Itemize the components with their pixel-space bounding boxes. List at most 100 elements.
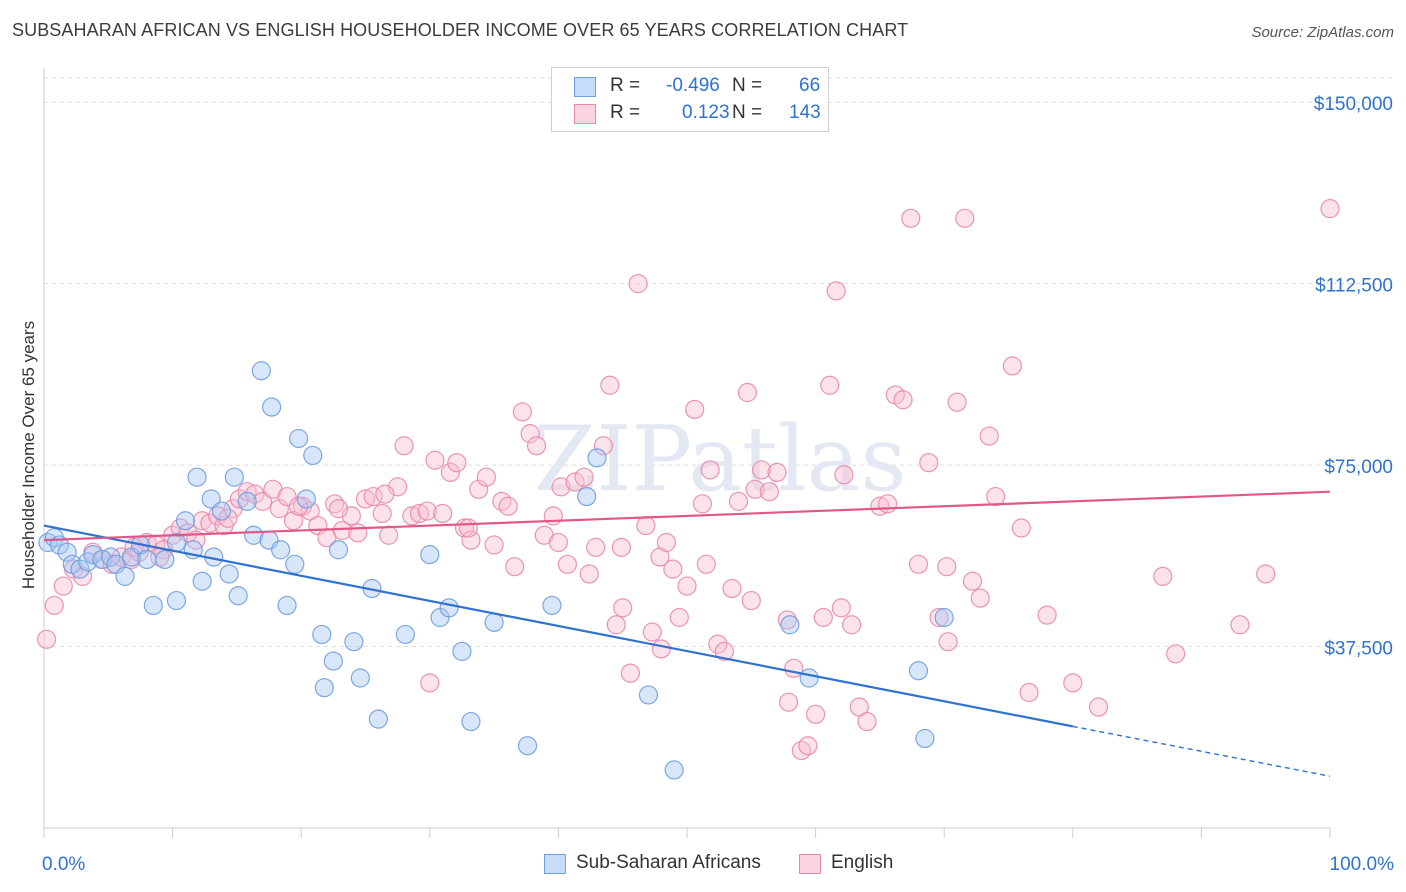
sub-saharan-points bbox=[38, 361, 954, 780]
data-point bbox=[1063, 673, 1083, 693]
data-point bbox=[224, 467, 244, 487]
data-point bbox=[831, 598, 851, 618]
data-point bbox=[1011, 518, 1031, 538]
data-point bbox=[1019, 682, 1039, 703]
data-point bbox=[1088, 697, 1109, 717]
data-point bbox=[784, 658, 804, 678]
chart-title: SUBSAHARAN AFRICAN VS ENGLISH HOUSEHOLDE… bbox=[12, 20, 909, 40]
data-point bbox=[517, 736, 538, 756]
trend-line bbox=[43, 524, 1074, 728]
data-point bbox=[1153, 566, 1173, 586]
data-point bbox=[237, 482, 257, 502]
trend-line-extension bbox=[1072, 725, 1331, 777]
data-point bbox=[820, 375, 840, 395]
data-point bbox=[433, 503, 453, 524]
data-point bbox=[700, 460, 720, 480]
legend-r-label: R = bbox=[610, 102, 641, 123]
data-point bbox=[289, 428, 309, 449]
data-point bbox=[237, 491, 257, 511]
data-point bbox=[893, 390, 913, 410]
trend-lines bbox=[43, 490, 1331, 777]
data-point bbox=[251, 361, 271, 381]
data-point bbox=[461, 530, 481, 550]
data-point bbox=[613, 598, 633, 618]
data-point bbox=[277, 595, 297, 616]
data-point bbox=[484, 612, 504, 632]
data-point bbox=[708, 634, 728, 654]
data-point bbox=[1166, 644, 1186, 664]
data-point bbox=[628, 274, 648, 294]
data-point bbox=[244, 525, 264, 545]
data-point bbox=[947, 392, 967, 412]
data-point bbox=[565, 472, 585, 492]
data-point bbox=[656, 532, 677, 553]
data-point bbox=[458, 518, 478, 538]
data-point bbox=[1256, 564, 1276, 584]
data-point bbox=[375, 484, 395, 504]
data-point bbox=[979, 426, 999, 446]
data-point bbox=[677, 576, 697, 596]
data-point bbox=[57, 542, 77, 562]
data-point bbox=[696, 554, 716, 574]
data-point bbox=[395, 624, 415, 645]
legend-n-label: N = bbox=[732, 102, 763, 123]
data-point bbox=[228, 586, 248, 606]
data-point bbox=[44, 595, 64, 616]
data-point bbox=[842, 615, 862, 635]
y-tick-label: $75,000 bbox=[1324, 457, 1393, 478]
data-point bbox=[557, 554, 578, 574]
data-point bbox=[115, 566, 135, 586]
data-point bbox=[328, 540, 349, 560]
data-point bbox=[651, 639, 671, 659]
data-point bbox=[211, 501, 232, 521]
data-point bbox=[355, 489, 376, 509]
data-point bbox=[551, 477, 571, 497]
data-point bbox=[611, 537, 632, 557]
data-point bbox=[919, 453, 939, 473]
data-point bbox=[1320, 199, 1340, 219]
data-point bbox=[579, 564, 599, 584]
data-point bbox=[685, 399, 705, 420]
data-point bbox=[548, 532, 569, 553]
data-point bbox=[745, 479, 765, 499]
data-point bbox=[394, 436, 414, 456]
legend-swatch-pink bbox=[799, 854, 821, 874]
legend-swatch-blue bbox=[544, 854, 566, 874]
data-point bbox=[870, 496, 890, 516]
data-point bbox=[606, 615, 626, 635]
data-point bbox=[166, 590, 187, 611]
data-point bbox=[908, 661, 929, 681]
legend-swatch-blue bbox=[574, 77, 596, 97]
data-point bbox=[751, 460, 772, 480]
data-point bbox=[484, 535, 504, 555]
x-tick-label: 100.0% bbox=[1330, 854, 1395, 875]
data-point bbox=[296, 489, 316, 509]
data-point bbox=[586, 537, 606, 557]
data-point bbox=[314, 678, 334, 698]
data-point bbox=[155, 549, 175, 570]
data-point bbox=[805, 704, 826, 724]
data-point bbox=[271, 540, 291, 560]
data-point bbox=[813, 607, 833, 628]
data-point bbox=[574, 467, 594, 487]
data-point bbox=[53, 576, 73, 596]
legend-n-value: 66 bbox=[799, 75, 821, 96]
data-point bbox=[175, 511, 196, 531]
data-point bbox=[938, 632, 958, 652]
data-point bbox=[245, 484, 265, 504]
legend-swatch-pink bbox=[574, 104, 596, 124]
data-point bbox=[767, 462, 787, 482]
data-point bbox=[70, 559, 90, 579]
data-point bbox=[908, 554, 929, 574]
data-point bbox=[192, 511, 212, 531]
data-point bbox=[344, 632, 364, 652]
data-point bbox=[512, 402, 532, 422]
data-point bbox=[962, 571, 983, 591]
data-point bbox=[799, 668, 819, 688]
data-point bbox=[289, 496, 309, 516]
data-point bbox=[420, 673, 440, 693]
data-point bbox=[642, 622, 662, 642]
data-point bbox=[778, 692, 799, 712]
data-point bbox=[219, 564, 239, 584]
